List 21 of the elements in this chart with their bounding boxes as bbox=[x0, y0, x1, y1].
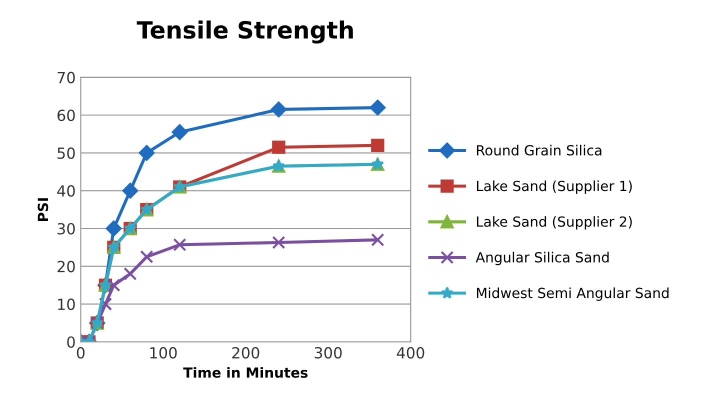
y-axis-title: PSI bbox=[38, 198, 48, 222]
y-tick-label: 30 bbox=[58, 222, 75, 235]
x-tick-label: 0 bbox=[76, 347, 85, 359]
y-tick-label: 0 bbox=[67, 336, 75, 348]
y-tick-label: 40 bbox=[57, 185, 75, 197]
legend-label: Round Grain Silica bbox=[476, 144, 602, 156]
legend-label: Lake Sand (Supplier 2) bbox=[476, 216, 632, 230]
y-tick-label: 70 bbox=[58, 72, 75, 84]
x-axis-title: Time in Minutes bbox=[183, 367, 308, 378]
chart-title: Tensile Strength bbox=[136, 20, 353, 44]
x-tick-label: 300 bbox=[314, 347, 342, 359]
legend-label: Angular Silica Sand bbox=[476, 252, 609, 266]
y-tick-label: 60 bbox=[57, 110, 75, 122]
x-tick-label: 200 bbox=[232, 347, 260, 359]
x-tick-label: 400 bbox=[396, 347, 424, 359]
y-tick-label: 20 bbox=[58, 260, 75, 272]
legend-label: Midwest Semi Angular Sand bbox=[476, 287, 669, 301]
y-tick-label: 10 bbox=[58, 298, 75, 310]
y-tick-label: 50 bbox=[58, 147, 75, 159]
x-tick-label: 100 bbox=[150, 347, 177, 359]
legend-label: Lake Sand (Supplier 1) bbox=[476, 180, 632, 194]
